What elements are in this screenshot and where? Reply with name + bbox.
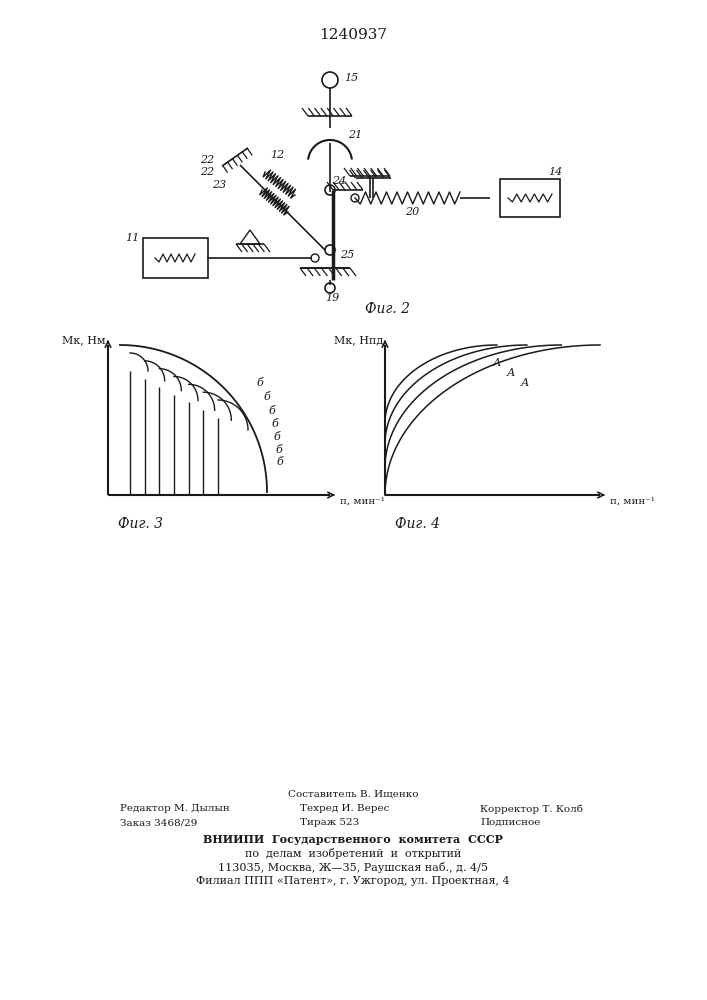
Text: 22: 22 bbox=[200, 155, 214, 165]
Text: Составитель В. Ищенко: Составитель В. Ищенко bbox=[288, 790, 419, 799]
Text: Корректор Т. Колб: Корректор Т. Колб bbox=[480, 804, 583, 814]
Text: Подписное: Подписное bbox=[480, 818, 540, 827]
Text: 19: 19 bbox=[325, 293, 339, 303]
Text: 25: 25 bbox=[340, 250, 354, 260]
Text: Техред И. Верес: Техред И. Верес bbox=[300, 804, 390, 813]
Text: 23: 23 bbox=[212, 180, 226, 190]
Text: Мк, Нм: Мк, Нм bbox=[62, 335, 106, 345]
Text: 1240937: 1240937 bbox=[319, 28, 387, 42]
Text: Фиг. 2: Фиг. 2 bbox=[365, 302, 410, 316]
Text: по  делам  изобретений  и  открытий: по делам изобретений и открытий bbox=[245, 848, 461, 859]
Text: Редактор М. Дылын: Редактор М. Дылын bbox=[120, 804, 230, 813]
Text: 12: 12 bbox=[270, 150, 284, 160]
Text: А: А bbox=[521, 378, 530, 388]
Text: б: б bbox=[273, 432, 280, 442]
Text: Филиал ППП «Патент», г. Ужгород, ул. Проектная, 4: Филиал ППП «Патент», г. Ужгород, ул. Про… bbox=[196, 876, 510, 886]
Text: п, мин⁻¹: п, мин⁻¹ bbox=[610, 497, 655, 506]
Text: 22: 22 bbox=[200, 167, 214, 177]
Text: 20: 20 bbox=[405, 207, 419, 217]
Text: 21: 21 bbox=[348, 130, 362, 140]
Bar bbox=[500, 179, 560, 217]
Text: б: б bbox=[256, 378, 263, 388]
Text: 11: 11 bbox=[125, 233, 139, 243]
Text: Фиг. 3: Фиг. 3 bbox=[118, 517, 163, 531]
Text: Тираж 523: Тираж 523 bbox=[300, 818, 359, 827]
Text: А: А bbox=[507, 368, 515, 378]
Bar bbox=[143, 238, 207, 278]
Text: 113035, Москва, Ж—35, Раушская наб., д. 4/5: 113035, Москва, Ж—35, Раушская наб., д. … bbox=[218, 862, 488, 873]
Text: А: А bbox=[493, 358, 501, 368]
Text: б: б bbox=[268, 406, 275, 416]
Text: Мк, Нпд: Мк, Нпд bbox=[334, 335, 383, 345]
Text: Заказ 3468/29: Заказ 3468/29 bbox=[120, 818, 197, 827]
Text: б: б bbox=[263, 392, 270, 402]
Text: п, мин⁻¹: п, мин⁻¹ bbox=[340, 497, 385, 506]
Text: б: б bbox=[271, 419, 278, 429]
Text: 15: 15 bbox=[344, 73, 358, 83]
Text: б: б bbox=[275, 445, 282, 455]
Text: 14: 14 bbox=[548, 167, 562, 177]
Text: ВНИИПИ  Государственного  комитета  СССР: ВНИИПИ Государственного комитета СССР bbox=[203, 834, 503, 845]
Text: 24: 24 bbox=[332, 176, 346, 186]
Text: Фиг. 4: Фиг. 4 bbox=[395, 517, 440, 531]
Text: б: б bbox=[276, 457, 283, 467]
